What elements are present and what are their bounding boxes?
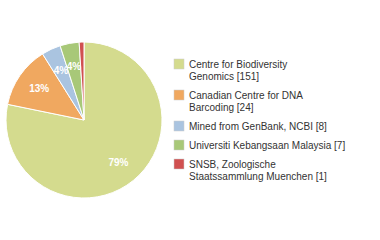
data-label: 79% [109,157,129,168]
data-label: 4% [67,61,82,72]
pie-slice [6,42,162,198]
legend-swatch [174,90,184,100]
legend-swatch [174,140,184,150]
pie-slice [60,42,84,120]
legend-swatch [174,159,184,169]
legend-label: Canadian Centre for DNABarcoding [24] [189,90,303,113]
legend-label: SNSB, ZoologischeStaatssammlung Muenchen… [189,159,327,182]
legend-label: Mined from GenBank, NCBI [8] [189,121,327,132]
data-label: 13% [29,83,49,94]
legend-label: Universiti Kebangsaan Malaysia [7] [189,140,345,151]
pie [6,42,162,198]
legend-swatch [174,121,184,131]
legend-label: Centre for BiodiversityGenomics [151] [189,59,287,82]
data-labels: 79%13%4%4% [29,61,128,168]
legend: Centre for BiodiversityGenomics [151] Can… [174,59,345,182]
pie-slice [79,42,84,120]
chart: 79%13%4%4%Centre for BiodiversityGenomic… [0,0,380,240]
legend-swatch [174,59,184,69]
